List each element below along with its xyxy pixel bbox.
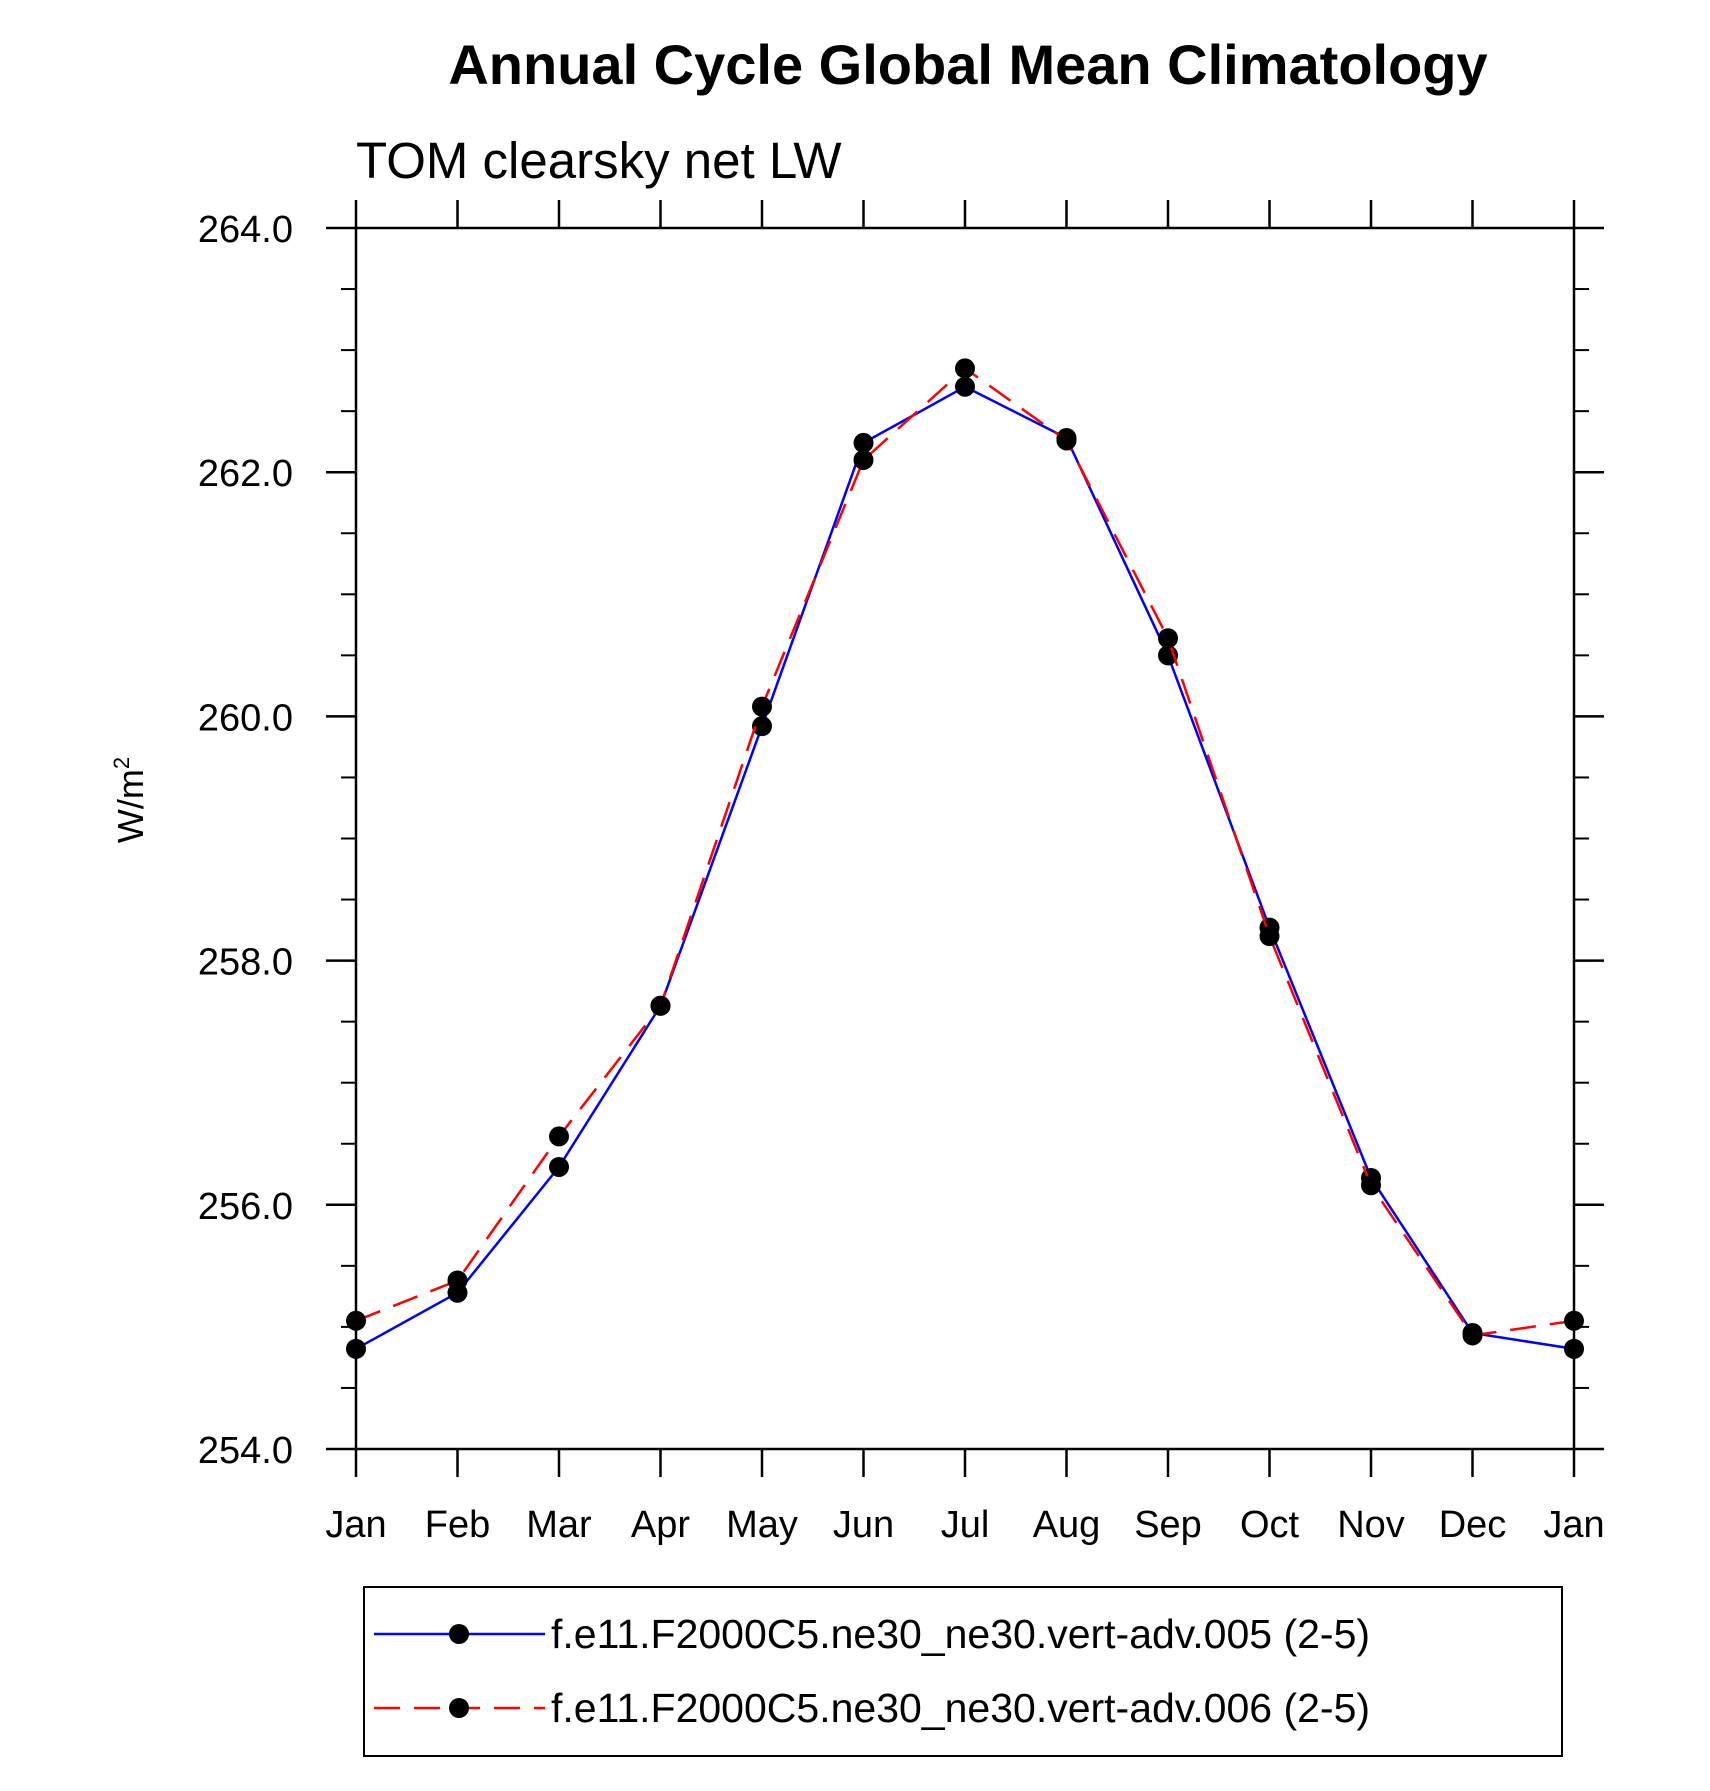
series-2-point bbox=[1462, 1325, 1483, 1346]
legend: f.e11.F2000C5.ne30_ne30.vert-adv.005 (2-… bbox=[363, 1586, 1563, 1757]
series-2-point bbox=[1158, 628, 1178, 649]
x-tick-label: Oct bbox=[1240, 1504, 1300, 1546]
chart-subtitle: TOM clearsky net LW bbox=[356, 132, 842, 189]
series-1-point bbox=[1564, 1338, 1584, 1359]
y-tick-label: 260.0 bbox=[198, 697, 293, 739]
x-tick-label: Dec bbox=[1439, 1504, 1507, 1546]
x-tick-label: Jun bbox=[833, 1504, 894, 1546]
x-tick-label: Nov bbox=[1337, 1504, 1405, 1546]
series-2-point bbox=[1361, 1175, 1381, 1196]
x-tick-label: May bbox=[726, 1504, 798, 1546]
series-1-line bbox=[355, 385, 1575, 1351]
series-2-point bbox=[1564, 1310, 1584, 1331]
x-tick-label: Aug bbox=[1033, 1504, 1101, 1546]
series-2-point bbox=[955, 358, 975, 379]
series-1 bbox=[346, 376, 1584, 1359]
series-1-point bbox=[549, 1156, 569, 1177]
legend-label-series-1: f.e11.F2000C5.ne30_ne30.vert-adv.005 (2-… bbox=[551, 1611, 1370, 1657]
y-axis-label: W/m2 bbox=[109, 757, 151, 843]
y-tick-label: 258.0 bbox=[198, 942, 293, 984]
series-2-point bbox=[752, 696, 772, 717]
chart-title: Annual Cycle Global Mean Climatology bbox=[448, 33, 1487, 96]
series-1-point bbox=[346, 1338, 366, 1359]
legend-marker-series-2 bbox=[449, 1698, 469, 1718]
x-tick-label: Jul bbox=[941, 1504, 990, 1546]
legend-label-series-2: f.e11.F2000C5.ne30_ne30.vert-adv.006 (2-… bbox=[551, 1685, 1370, 1731]
x-tick-label: Sep bbox=[1134, 1504, 1202, 1546]
x-tick-label: Mar bbox=[526, 1504, 592, 1546]
axes: 254.0 256.0 258.0 260.0 262.0 264.0 Jan Feb Mar A… bbox=[198, 200, 1605, 1546]
y-axis-label-superscript: 2 bbox=[109, 757, 134, 769]
y-tick-label: 256.0 bbox=[198, 1186, 293, 1228]
series-2 bbox=[346, 358, 1584, 1346]
series-1-point bbox=[955, 376, 975, 397]
x-tick-label: Apr bbox=[631, 1504, 690, 1546]
series-1-point bbox=[853, 432, 874, 453]
series-2-point bbox=[346, 1310, 366, 1331]
series-2-point bbox=[447, 1270, 468, 1291]
series-2-point bbox=[549, 1126, 569, 1147]
plot-frame bbox=[354, 226, 1576, 1451]
y-tick-label: 254.0 bbox=[198, 1430, 293, 1472]
y-tick-label: 262.0 bbox=[198, 453, 293, 495]
x-tick-label: Jan bbox=[325, 1504, 386, 1546]
plot-series bbox=[346, 358, 1584, 1359]
y-tick-label: 264.0 bbox=[198, 209, 293, 251]
series-1-point bbox=[752, 716, 772, 737]
x-tick-label: Feb bbox=[425, 1504, 490, 1546]
legend-marker-series-1 bbox=[449, 1624, 469, 1644]
series-2-point bbox=[1259, 926, 1280, 947]
series-2-point bbox=[853, 449, 874, 470]
series-2-point bbox=[1056, 430, 1077, 451]
legend-box bbox=[363, 1586, 1563, 1757]
series-2-point bbox=[650, 995, 671, 1016]
y-axis-label-text: W/m bbox=[110, 769, 151, 843]
x-tick-label: Jan bbox=[1543, 1504, 1604, 1546]
